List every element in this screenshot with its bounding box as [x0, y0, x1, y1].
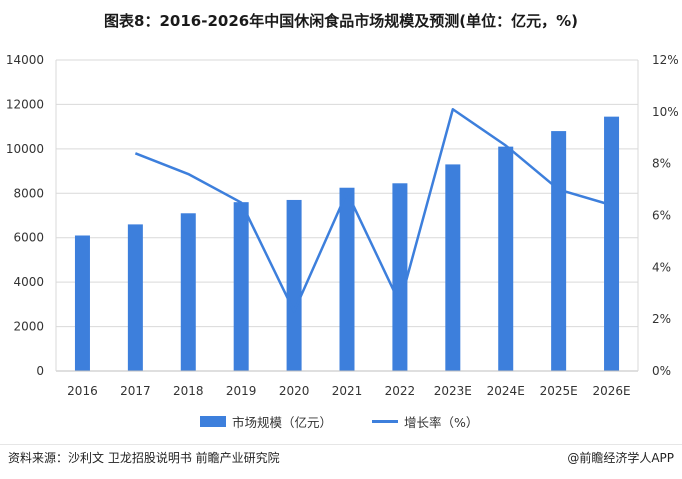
- x-tick-label: 2020: [279, 384, 310, 398]
- bar: [604, 116, 620, 372]
- y-right-tick-label: 0%: [652, 364, 671, 378]
- bar: [551, 131, 567, 371]
- x-tick-label: 2023E: [434, 384, 472, 398]
- y-left-tick-label: 12000: [6, 97, 44, 111]
- legend-label-line: 增长率（%）: [404, 415, 479, 430]
- line-series: [134, 107, 612, 313]
- x-tick-label: 2021: [332, 384, 363, 398]
- legend-bar-swatch: [200, 416, 226, 427]
- legend-line-swatch: [372, 420, 398, 423]
- bar-series: [74, 116, 620, 372]
- bar: [180, 213, 196, 371]
- growth-line: [134, 107, 612, 313]
- y-right-tick-label: 2%: [652, 312, 671, 326]
- x-tick-label: 2017: [120, 384, 151, 398]
- y-right-tick-label: 6%: [652, 209, 671, 223]
- y-left-tick-label: 0: [36, 364, 44, 378]
- y-right-tick-label: 8%: [652, 157, 671, 171]
- y-right-tick-label: 10%: [652, 105, 679, 119]
- y-left-tick-label: 10000: [6, 142, 44, 156]
- chart-title: 图表8：2016-2026年中国休闲食品市场规模及预测(单位：亿元，%): [104, 12, 578, 30]
- y-left-tick-label: 14000: [6, 53, 44, 67]
- bar: [233, 202, 249, 371]
- x-tick-label: 2019: [226, 384, 257, 398]
- credit-text: @前瞻经济学人APP: [567, 451, 674, 465]
- bar: [445, 164, 461, 371]
- y-left-tick-label: 4000: [13, 275, 44, 289]
- x-tick-label: 2022: [385, 384, 416, 398]
- x-tick-label: 2025E: [540, 384, 578, 398]
- y-right-tick-label: 12%: [652, 53, 679, 67]
- legend-label-bar: 市场规模（亿元）: [232, 415, 333, 430]
- y-right-tick-label: 4%: [652, 260, 671, 274]
- footer-divider: [0, 444, 682, 445]
- bar: [339, 187, 355, 371]
- x-tick-label: 2024E: [487, 384, 525, 398]
- bar: [286, 199, 302, 371]
- y-left-tick-label: 2000: [13, 320, 44, 334]
- footer: 资料来源：沙利文 卫龙招股说明书 前瞻产业研究院 @前瞻经济学人APP: [0, 449, 682, 471]
- x-tick-label: 2016: [67, 384, 98, 398]
- axes: 0 2000 4000 6000 8000 10000 12000 14000 0% 2% 4% 6%…: [6, 53, 679, 398]
- bar: [127, 224, 143, 371]
- legend-item-line: 增长率（%）: [372, 412, 478, 431]
- y-left-tick-label: 8000: [13, 186, 44, 200]
- y-left-tick-label: 6000: [13, 231, 44, 245]
- legend: 市场规模（亿元） 增长率（%）: [0, 412, 682, 432]
- source-text: 资料来源：沙利文 卫龙招股说明书 前瞻产业研究院: [8, 451, 280, 465]
- bar: [74, 235, 90, 371]
- bar: [498, 146, 514, 371]
- x-tick-label: 2026E: [592, 384, 630, 398]
- bar: [392, 183, 408, 371]
- x-tick-label: 2018: [173, 384, 204, 398]
- legend-item-bar: 市场规模（亿元）: [200, 412, 332, 431]
